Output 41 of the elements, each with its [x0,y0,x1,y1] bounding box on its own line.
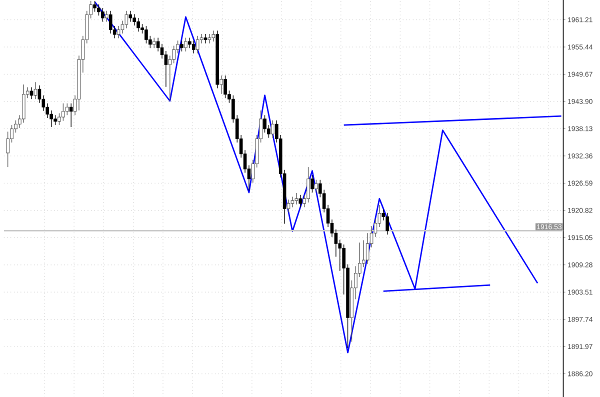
candlestick [65,102,69,116]
candlestick [196,35,200,54]
candlestick [220,74,223,94]
candlestick [192,40,196,54]
candlestick [54,114,57,126]
candlestick [314,179,318,193]
candlestick [97,4,100,16]
candlestick [188,37,192,48]
candlestick [69,102,73,128]
candlestick [101,7,104,22]
candlestick [208,33,212,44]
candlestick [132,14,136,26]
candlestick [38,84,42,104]
candlestick [298,194,302,208]
candlestick [105,10,108,22]
candlestick [128,10,132,22]
candlestick [271,120,274,138]
candlestick [224,74,227,98]
line-series [94,0,538,354]
candlestick [184,37,188,52]
candlestick [204,33,208,44]
candlestick [386,212,389,235]
candlestick [212,30,216,42]
candlestick [58,112,61,126]
candlestick [6,131,10,168]
candlestick [93,0,96,12]
candlestick [62,102,65,121]
candlestick [116,25,120,38]
candlestick [306,166,310,203]
candlestick [30,86,34,100]
candlestick [263,114,266,133]
candlestick [294,192,298,205]
candlestick [108,10,112,34]
candlestick [164,50,168,87]
candlestick [144,25,148,44]
candlestick [180,40,184,52]
candlestick [152,37,156,48]
candlestick [286,199,290,213]
candlestick [310,174,314,193]
candlestick [136,17,140,32]
candlestick [50,110,53,128]
